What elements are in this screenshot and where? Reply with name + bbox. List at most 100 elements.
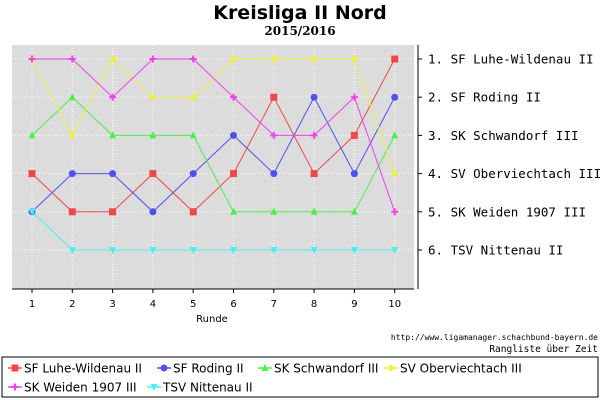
data-point xyxy=(391,55,399,63)
legend-box xyxy=(1,356,599,398)
series-1 xyxy=(28,55,399,216)
legend-label: SK Weiden 1907 III xyxy=(24,381,137,395)
data-point xyxy=(270,170,278,178)
x-axis-label: Runde xyxy=(196,314,228,325)
series-line xyxy=(32,58,396,212)
x-tick-label: 2 xyxy=(69,299,75,310)
x-tick-label: 3 xyxy=(109,299,115,310)
data-point xyxy=(310,93,318,101)
data-point xyxy=(28,208,36,216)
data-point xyxy=(230,247,237,254)
data-point xyxy=(189,170,197,178)
data-point xyxy=(68,208,76,216)
series-lines xyxy=(28,55,399,254)
standing-label: 5. SK Weiden 1907 III xyxy=(428,204,586,219)
chart-title: Kreisliga II Nord xyxy=(213,2,387,24)
x-tick-label: 4 xyxy=(150,299,156,310)
data-point xyxy=(230,170,237,178)
data-point xyxy=(310,170,318,178)
x-tick-labels: 1 2 3 4 5 6 7 8 9 10 xyxy=(29,299,401,310)
series-line xyxy=(31,96,396,213)
legend-marker xyxy=(387,364,395,372)
data-point xyxy=(230,93,237,101)
data-point xyxy=(189,247,197,254)
data-point xyxy=(270,131,278,139)
x-tick-label: 1 xyxy=(29,299,35,310)
legend-marker xyxy=(160,364,168,372)
legend-item: SF Luhe-Wildenau II xyxy=(8,362,142,376)
data-point xyxy=(109,55,117,63)
legend-label: TSV Nittenau II xyxy=(162,381,253,395)
series-line xyxy=(31,58,396,213)
data-point xyxy=(270,207,278,215)
series-line xyxy=(31,211,395,251)
x-tick-label: 5 xyxy=(190,299,196,310)
data-point xyxy=(28,55,36,63)
data-point xyxy=(189,55,197,63)
data-point xyxy=(189,131,197,139)
legend-item: SV Oberviechtach III xyxy=(384,362,522,376)
data-point xyxy=(391,247,399,254)
x-tick-label: 7 xyxy=(271,299,277,310)
data-point xyxy=(28,170,36,178)
series-6 xyxy=(28,208,399,254)
data-point xyxy=(350,93,358,101)
data-point xyxy=(350,55,358,63)
standings-labels: 1. SF Luhe-Wildenau II 2. SF Roding II 3. … xyxy=(428,52,600,258)
x-tick-label: 6 xyxy=(230,299,236,310)
plot-area xyxy=(12,45,414,289)
data-point xyxy=(350,247,358,254)
source-url: http://www.ligamanager.schachbund-bayern… xyxy=(391,333,598,342)
data-point xyxy=(109,170,117,178)
data-point xyxy=(270,247,278,254)
legend-label: SF Roding II xyxy=(173,362,244,376)
standing-label: 4. SV Oberviechtach III xyxy=(428,166,600,181)
legend-marker xyxy=(11,364,19,372)
data-point xyxy=(350,170,358,178)
chart-subtitle: 2015/2016 xyxy=(264,24,335,38)
standing-label: 1. SF Luhe-Wildenau II xyxy=(428,52,594,67)
data-point xyxy=(68,170,76,178)
data-point xyxy=(391,169,399,178)
x-tick-label: 10 xyxy=(388,299,401,310)
data-point xyxy=(230,131,237,139)
data-point xyxy=(109,208,117,216)
data-point xyxy=(149,93,157,102)
data-point xyxy=(28,131,36,139)
legend-item: TSV Nittenau II xyxy=(147,381,253,395)
legend-marker xyxy=(150,384,158,391)
legend-item: SK Schwandorf III xyxy=(258,362,378,376)
x-tick-label: 8 xyxy=(311,299,317,310)
data-point xyxy=(189,208,197,216)
data-point xyxy=(350,207,358,215)
data-point xyxy=(189,93,197,102)
data-point xyxy=(68,247,76,254)
axes xyxy=(12,45,422,293)
footer-label: Rangliste über Zeit xyxy=(489,344,598,355)
legend-label: SK Schwandorf III xyxy=(274,362,378,376)
data-point xyxy=(310,131,318,139)
data-point xyxy=(68,131,76,140)
data-point xyxy=(310,247,318,254)
data-point xyxy=(109,247,117,254)
data-point xyxy=(68,55,76,63)
legend-marker xyxy=(11,383,19,391)
series-3 xyxy=(28,93,399,215)
data-point xyxy=(149,208,157,216)
data-point xyxy=(391,131,399,139)
data-point xyxy=(270,55,278,63)
data-point xyxy=(230,55,237,63)
data-point xyxy=(270,93,278,101)
data-point xyxy=(149,247,157,254)
data-point xyxy=(109,93,117,101)
standing-label: 3. SK Schwandorf III xyxy=(428,128,579,143)
series-5 xyxy=(28,55,399,216)
legend-item: SF Roding II xyxy=(157,362,244,376)
data-point xyxy=(391,208,399,216)
x-tick-label: 9 xyxy=(351,299,357,310)
legend-marker xyxy=(261,364,269,371)
data-point xyxy=(109,131,117,139)
data-point xyxy=(350,131,358,139)
legend-item: SK Weiden 1907 III xyxy=(8,381,137,395)
